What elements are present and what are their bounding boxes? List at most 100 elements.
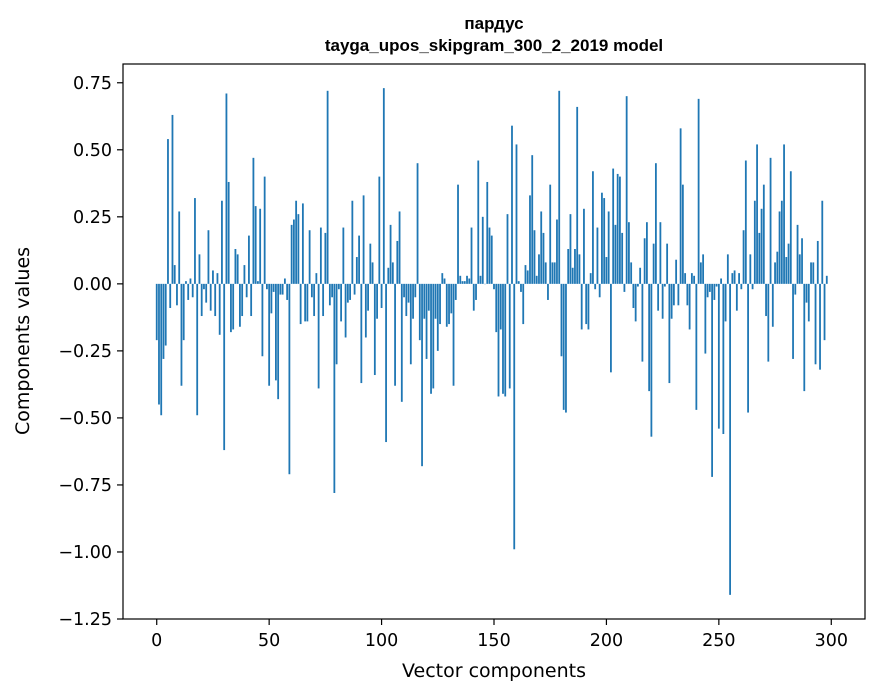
bar-186: [574, 249, 576, 284]
bar-184: [569, 214, 572, 284]
bar-213: [634, 283, 637, 322]
bar-177: [553, 262, 556, 284]
bar-106: [394, 283, 396, 386]
bar-83: [342, 227, 345, 284]
bar-259: [738, 273, 740, 284]
bar-39: [243, 265, 246, 284]
bar-194: [592, 171, 594, 284]
bar-245: [706, 283, 709, 298]
bar-49: [266, 283, 268, 290]
bar-6: [169, 283, 172, 308]
bar-261: [742, 230, 745, 284]
bar-201: [607, 211, 610, 284]
y-tick-label: −1.00: [58, 543, 112, 563]
bar-40: [245, 283, 248, 298]
bar-198: [601, 192, 603, 284]
bar-292: [812, 262, 815, 284]
bar-4: [164, 283, 167, 346]
bar-30: [223, 283, 226, 451]
bar-10: [178, 211, 181, 284]
bar-207: [621, 232, 624, 284]
bar-162: [520, 283, 522, 292]
bar-27: [216, 273, 219, 284]
bar-215: [639, 267, 642, 284]
bar-18: [196, 283, 199, 416]
bar-9: [176, 283, 178, 306]
bar-80: [335, 283, 338, 365]
x-tick-label: 150: [477, 631, 510, 651]
bar-159: [513, 283, 516, 550]
bar-180: [560, 283, 563, 357]
bar-175: [549, 184, 552, 284]
bar-107: [396, 240, 399, 284]
bar-125: [436, 283, 439, 351]
bar-249: [715, 283, 718, 287]
bar-90: [358, 235, 360, 284]
bar-268: [758, 232, 761, 284]
bar-46: [259, 208, 262, 284]
x-tick-label: 0: [151, 631, 162, 651]
chart-title: пардус: [464, 14, 523, 33]
y-tick-label: 0.75: [73, 74, 112, 94]
bar-100: [380, 283, 383, 308]
bar-25: [212, 270, 214, 284]
bar-56: [281, 283, 284, 295]
bar-284: [794, 283, 797, 295]
bar-121: [427, 283, 430, 311]
bar-229: [670, 283, 673, 319]
bar-263: [747, 283, 749, 413]
bar-72: [317, 283, 320, 389]
bar-252: [722, 283, 725, 434]
bar-211: [630, 262, 633, 284]
bar-110: [403, 283, 405, 298]
bar-65: [301, 203, 304, 284]
bar-11: [180, 283, 183, 386]
bar-117: [418, 283, 421, 341]
bar-114: [412, 283, 414, 319]
y-tick-label: −0.25: [58, 342, 112, 362]
bar-287: [801, 238, 803, 284]
bar-79: [333, 283, 336, 493]
y-tick-label: 0.00: [73, 275, 112, 295]
bar-243: [702, 254, 705, 284]
bar-118: [421, 283, 423, 467]
bar-20: [200, 283, 203, 317]
bar-97: [373, 283, 376, 376]
bar-174: [547, 283, 549, 300]
bar-179: [558, 90, 561, 284]
y-tick-label: −0.50: [58, 409, 112, 429]
bar-221: [652, 243, 655, 284]
bar-98: [376, 283, 378, 319]
bar-95: [369, 243, 372, 284]
bar-63: [297, 214, 300, 284]
bar-92: [362, 195, 365, 284]
bar-234: [681, 184, 684, 284]
bar-77: [328, 283, 331, 306]
bar-218: [646, 222, 648, 284]
bar-74: [322, 283, 325, 317]
bar-123: [432, 283, 435, 389]
bar-254: [726, 254, 729, 284]
bar-32: [227, 181, 230, 284]
bar-265: [751, 283, 754, 290]
bar-246: [708, 283, 711, 292]
bar-138: [466, 275, 468, 284]
bar-247: [711, 283, 713, 477]
bar-257: [733, 270, 736, 284]
bar-62: [295, 200, 298, 284]
bar-70: [313, 283, 316, 317]
bar-223: [657, 283, 660, 311]
bar-242: [699, 262, 702, 284]
bar-248: [713, 283, 716, 300]
bar-102: [385, 283, 387, 443]
bar-73: [319, 227, 322, 284]
bar-168: [533, 230, 536, 284]
bar-277: [778, 211, 781, 284]
bar-136: [461, 281, 464, 284]
bar-116: [416, 163, 419, 284]
bar-298: [825, 275, 828, 284]
bar-122: [430, 283, 432, 394]
bar-13: [185, 281, 187, 284]
bar-256: [731, 273, 734, 284]
bar-199: [603, 198, 606, 284]
